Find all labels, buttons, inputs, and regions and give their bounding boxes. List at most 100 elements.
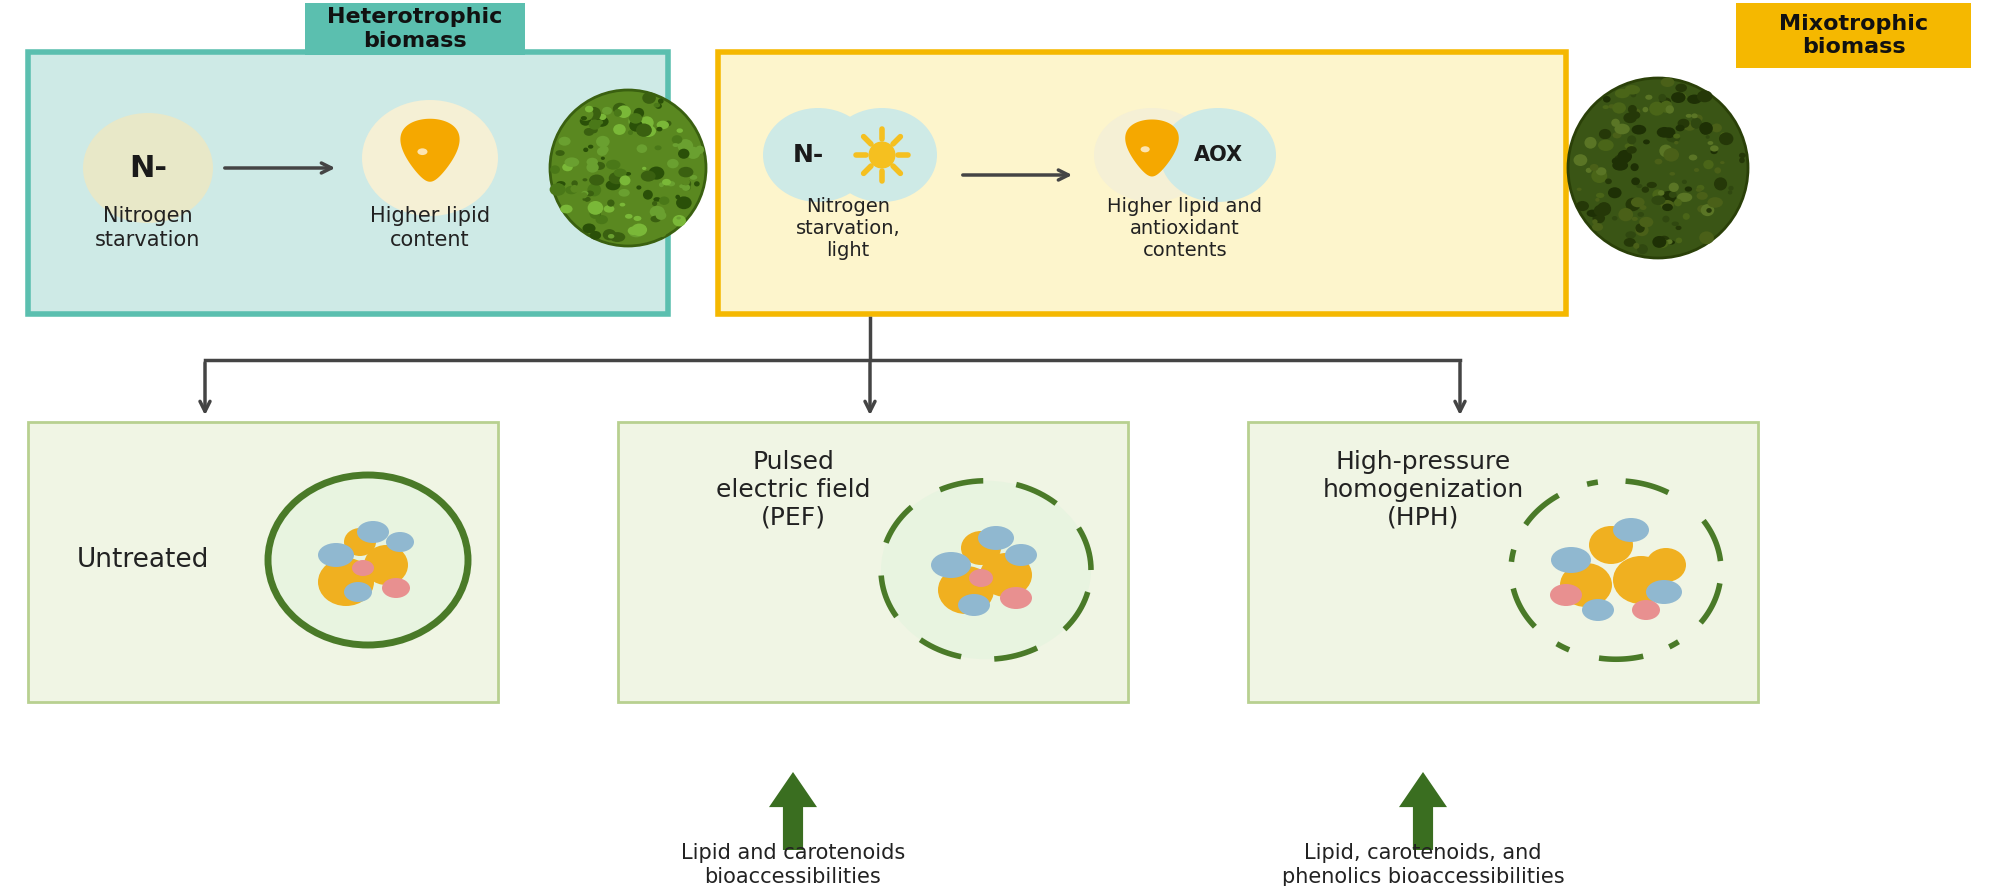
Ellipse shape: [581, 190, 589, 196]
Ellipse shape: [1641, 205, 1647, 210]
Ellipse shape: [563, 182, 573, 190]
Ellipse shape: [1695, 168, 1699, 172]
Ellipse shape: [1160, 108, 1275, 202]
Ellipse shape: [619, 189, 631, 197]
Ellipse shape: [1551, 584, 1583, 606]
Ellipse shape: [659, 183, 665, 187]
Ellipse shape: [659, 197, 669, 205]
Ellipse shape: [609, 232, 625, 242]
Text: Nitrogen
starvation,
light: Nitrogen starvation, light: [796, 197, 900, 260]
Ellipse shape: [665, 120, 671, 126]
Ellipse shape: [1613, 132, 1621, 138]
Ellipse shape: [1675, 125, 1685, 131]
Ellipse shape: [1729, 186, 1735, 190]
Ellipse shape: [637, 185, 641, 190]
Ellipse shape: [1653, 236, 1667, 248]
Ellipse shape: [679, 149, 689, 159]
Circle shape: [868, 142, 896, 168]
Ellipse shape: [637, 123, 653, 136]
Ellipse shape: [1613, 216, 1617, 221]
Ellipse shape: [589, 175, 605, 185]
Ellipse shape: [1615, 89, 1631, 98]
Ellipse shape: [1094, 108, 1210, 202]
Bar: [28, 422, 497, 702]
Ellipse shape: [1585, 136, 1597, 149]
Ellipse shape: [647, 187, 659, 198]
Ellipse shape: [1663, 148, 1679, 161]
Ellipse shape: [599, 145, 609, 153]
Ellipse shape: [609, 172, 625, 184]
Ellipse shape: [653, 103, 661, 107]
Ellipse shape: [687, 147, 701, 159]
Ellipse shape: [1683, 180, 1687, 184]
Ellipse shape: [1597, 167, 1607, 175]
Ellipse shape: [381, 578, 409, 598]
Ellipse shape: [655, 211, 667, 220]
Ellipse shape: [649, 206, 665, 218]
Ellipse shape: [641, 171, 655, 182]
Ellipse shape: [1655, 238, 1669, 248]
Ellipse shape: [683, 184, 691, 190]
Ellipse shape: [1577, 188, 1581, 191]
Ellipse shape: [559, 136, 571, 145]
Ellipse shape: [673, 139, 687, 154]
Polygon shape: [1399, 772, 1447, 850]
Ellipse shape: [1603, 96, 1611, 103]
Ellipse shape: [1609, 187, 1621, 198]
Ellipse shape: [677, 139, 693, 152]
Ellipse shape: [607, 199, 615, 206]
Ellipse shape: [1673, 134, 1681, 138]
Ellipse shape: [1625, 198, 1641, 211]
Ellipse shape: [880, 481, 1092, 659]
Ellipse shape: [643, 92, 657, 104]
Ellipse shape: [1671, 92, 1687, 103]
Ellipse shape: [1659, 94, 1667, 102]
Ellipse shape: [629, 228, 645, 237]
Ellipse shape: [1699, 231, 1715, 245]
Ellipse shape: [1641, 187, 1649, 193]
Ellipse shape: [1583, 599, 1615, 621]
Ellipse shape: [1675, 83, 1687, 92]
Ellipse shape: [683, 184, 691, 190]
Ellipse shape: [1677, 119, 1689, 128]
Ellipse shape: [585, 105, 593, 113]
Ellipse shape: [1593, 223, 1603, 231]
Ellipse shape: [1631, 163, 1639, 171]
Bar: [305, 3, 525, 55]
Ellipse shape: [629, 120, 643, 132]
Ellipse shape: [1625, 144, 1633, 149]
Ellipse shape: [1661, 100, 1673, 113]
Ellipse shape: [1631, 111, 1641, 119]
Ellipse shape: [1597, 202, 1611, 216]
Ellipse shape: [691, 175, 697, 180]
Ellipse shape: [561, 205, 573, 214]
Ellipse shape: [1635, 224, 1649, 237]
Ellipse shape: [657, 127, 663, 131]
Ellipse shape: [1633, 109, 1641, 114]
Text: Untreated: Untreated: [76, 547, 210, 573]
Text: Pulsed
electric field
(PEF): Pulsed electric field (PEF): [717, 450, 870, 530]
Ellipse shape: [603, 229, 617, 240]
Ellipse shape: [1707, 198, 1723, 207]
Ellipse shape: [629, 130, 633, 135]
Ellipse shape: [585, 190, 595, 197]
Ellipse shape: [587, 201, 603, 214]
Ellipse shape: [1707, 135, 1711, 139]
Ellipse shape: [681, 138, 689, 146]
Bar: [619, 422, 1128, 702]
Ellipse shape: [595, 215, 609, 224]
Ellipse shape: [625, 214, 633, 219]
Ellipse shape: [603, 206, 615, 213]
Ellipse shape: [659, 229, 667, 237]
Ellipse shape: [683, 181, 689, 184]
Ellipse shape: [571, 181, 577, 187]
Ellipse shape: [1593, 219, 1597, 224]
Ellipse shape: [978, 526, 1014, 550]
Ellipse shape: [555, 150, 565, 156]
Ellipse shape: [1701, 204, 1715, 216]
Bar: [28, 52, 669, 314]
Ellipse shape: [631, 223, 647, 236]
Ellipse shape: [589, 207, 601, 219]
Ellipse shape: [679, 184, 685, 188]
Ellipse shape: [1643, 107, 1649, 113]
